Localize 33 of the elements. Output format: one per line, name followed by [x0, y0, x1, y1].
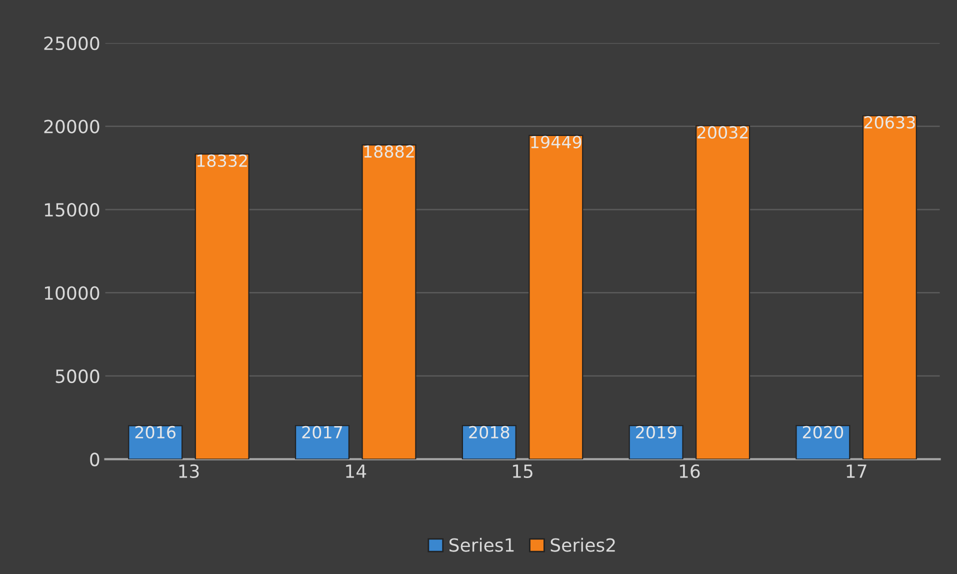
x-tick-label: 13	[179, 464, 199, 478]
data-label: 20633	[864, 116, 915, 129]
bar	[194, 153, 250, 460]
bar	[862, 115, 917, 460]
y-tick-label: 10000	[44, 286, 100, 300]
data-label: 2020	[802, 426, 844, 438]
bar	[462, 425, 516, 460]
bar	[128, 425, 183, 460]
x-tick-label: 16	[680, 464, 700, 478]
data-label: 2017	[302, 426, 342, 439]
data-label: 18882	[364, 145, 414, 158]
data-label: 2019	[636, 426, 676, 438]
bar	[294, 425, 350, 460]
data-label: 19449	[531, 136, 582, 148]
x-tick-label: 17	[846, 464, 866, 478]
legend-label: Series2	[550, 538, 615, 552]
y-tick-label: 25000	[44, 36, 100, 50]
data-label: 18332	[197, 154, 247, 167]
data-label: 20032	[698, 126, 748, 139]
bar	[796, 425, 850, 460]
bar	[696, 125, 750, 460]
y-tick-label: 0	[90, 452, 100, 466]
y-tick-label: 5000	[56, 369, 100, 384]
y-tick-label: 15000	[44, 202, 100, 217]
bar	[528, 134, 584, 460]
data-label: 2016	[135, 426, 176, 439]
legend-label: Series1	[449, 538, 514, 552]
x-tick-label: 15	[513, 464, 532, 478]
bar	[628, 425, 684, 460]
data-label: 2018	[469, 426, 510, 439]
bar	[362, 144, 416, 460]
y-tick-label: 20000	[44, 120, 100, 134]
x-tick-label: 14	[346, 464, 366, 478]
